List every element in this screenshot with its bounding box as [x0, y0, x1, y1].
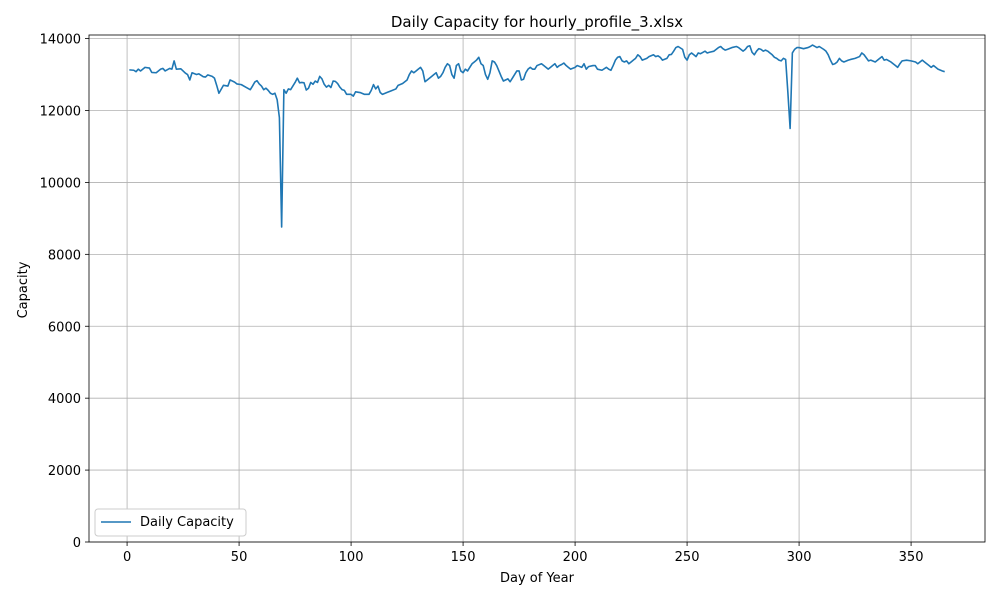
y-tick-label: 2000: [48, 464, 81, 479]
y-tick-label: 6000: [48, 320, 81, 335]
y-tick-label: 8000: [48, 248, 81, 263]
series-line-daily-capacity: [129, 44, 945, 228]
x-axis-label: Day of Year: [500, 571, 575, 586]
x-tick-label: 150: [451, 550, 476, 565]
legend: Daily Capacity: [94, 508, 247, 537]
x-tick-label: 300: [787, 550, 812, 565]
x-tick-label: 100: [339, 550, 364, 565]
y-tick-label: 4000: [48, 392, 81, 407]
y-tick-label: 12000: [40, 105, 81, 120]
chart-title: Daily Capacity for hourly_profile_3.xlsx: [391, 13, 683, 32]
y-axis-label: Capacity: [16, 261, 31, 318]
legend-label: Daily Capacity: [140, 515, 234, 530]
x-tick-label: 0: [123, 550, 131, 565]
y-tick-label: 10000: [40, 176, 81, 191]
series-layer: [129, 44, 945, 228]
y-axis: 0 2000 4000 6000 8000 10000 12000 14000: [40, 33, 89, 551]
y-tick-label: 0: [73, 536, 81, 551]
x-tick-label: 250: [675, 550, 700, 565]
plot-frame: [88, 34, 986, 543]
x-tick-label: 50: [231, 550, 248, 565]
x-tick-label: 200: [563, 550, 588, 565]
y-tick-label: 14000: [40, 33, 81, 48]
x-tick-label: 350: [899, 550, 924, 565]
x-axis: 0 50 100 150 200 250 300 350: [123, 542, 924, 565]
legend-box: [94, 508, 247, 537]
